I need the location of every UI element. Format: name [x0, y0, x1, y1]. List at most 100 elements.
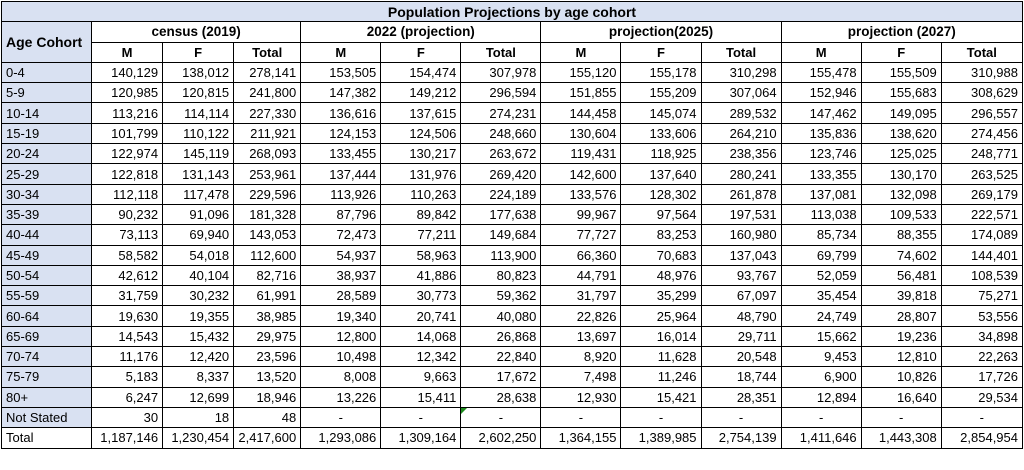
data-cell: 25,964 — [620, 305, 702, 327]
data-cell: 93,767 — [700, 264, 782, 287]
data-cell: 34,898 — [940, 325, 1024, 348]
data-cell: 17,672 — [460, 366, 542, 388]
data-cell: 154,474 — [380, 61, 462, 84]
data-cell: 110,122 — [162, 122, 235, 145]
data-cell: 38,937 — [300, 264, 382, 287]
data-cell: 20,548 — [700, 346, 782, 368]
data-cell: 296,557 — [940, 102, 1024, 124]
data-cell: 12,699 — [162, 386, 235, 408]
data-cell: 19,340 — [300, 305, 382, 327]
data-cell: 19,355 — [162, 305, 235, 327]
total-label: Total — [0, 427, 93, 449]
data-cell: 16,640 — [860, 386, 942, 408]
total-cell: 2,754,139 — [700, 427, 782, 449]
data-cell: 42,612 — [91, 264, 164, 287]
data-cell: 149,212 — [380, 82, 462, 104]
data-cell: 117,478 — [162, 183, 235, 205]
table-row: 65-69 14,543 15,432 29,975 12,800 14,068 26,86… — [0, 325, 1024, 348]
data-cell: 133,576 — [540, 183, 622, 205]
data-cell: 14,068 — [380, 325, 462, 348]
data-cell: 274,231 — [460, 102, 542, 124]
data-cell: 308,629 — [940, 82, 1024, 104]
data-cell: 222,571 — [940, 203, 1024, 226]
data-cell: 30,232 — [162, 285, 235, 307]
total-cell: 1,411,646 — [780, 427, 862, 449]
data-cell: 31,797 — [540, 285, 622, 307]
data-cell: 132,098 — [860, 183, 942, 205]
data-cell: 35,454 — [780, 285, 862, 307]
data-cell: 135,836 — [780, 122, 862, 145]
sub-header: Total — [700, 41, 782, 63]
total-row: Total 1,187,146 1,230,454 2,417,600 1,293,08… — [0, 427, 1024, 449]
data-cell: - — [300, 406, 382, 429]
data-cell: 61,991 — [233, 285, 302, 307]
data-cell: 269,179 — [940, 183, 1024, 205]
data-cell: 74,602 — [860, 244, 942, 266]
table-row: 5-9 120,985 120,815 241,800 147,382 149,212 29… — [0, 82, 1024, 104]
data-cell: 40,104 — [162, 264, 235, 287]
row-label: 20-24 — [0, 143, 93, 165]
data-cell: 137,081 — [780, 183, 862, 205]
data-cell: 22,840 — [460, 346, 542, 368]
data-cell: 144,458 — [540, 102, 622, 124]
table-row: 55-59 31,759 30,232 61,991 28,589 30,773 59,36… — [0, 285, 1024, 307]
data-cell: 120,985 — [91, 82, 164, 104]
data-cell: - — [780, 406, 862, 429]
data-cell: 18,744 — [700, 366, 782, 388]
total-cell: 2,854,954 — [940, 427, 1024, 449]
data-cell: 155,509 — [860, 61, 942, 84]
row-label: 25-29 — [0, 163, 93, 185]
row-label: 60-64 — [0, 305, 93, 327]
data-cell: 99,967 — [540, 203, 622, 226]
row-label: 70-74 — [0, 346, 93, 368]
data-cell: 7,498 — [540, 366, 622, 388]
data-cell: 28,638 — [460, 386, 542, 408]
data-cell: 274,456 — [940, 122, 1024, 145]
data-cell: 16,014 — [620, 325, 702, 348]
data-cell: 66,360 — [540, 244, 622, 266]
row-label: 35-39 — [0, 203, 93, 226]
total-cell: 1,230,454 — [162, 427, 235, 449]
data-cell: 58,963 — [380, 244, 462, 266]
data-cell: 122,818 — [91, 163, 164, 185]
table-row: 75-79 5,183 8,337 13,520 8,008 9,663 17,672 7,4… — [0, 366, 1024, 388]
data-cell: 160,980 — [700, 224, 782, 246]
data-cell: 58,582 — [91, 244, 164, 266]
data-cell: 69,799 — [780, 244, 862, 266]
data-cell: 263,525 — [940, 163, 1024, 185]
data-cell: 75,271 — [940, 285, 1024, 307]
data-cell: 9,663 — [380, 366, 462, 388]
data-cell: 87,796 — [300, 203, 382, 226]
data-cell: 211,921 — [233, 122, 302, 145]
data-cell: 307,064 — [700, 82, 782, 104]
data-cell: - — [860, 406, 942, 429]
data-cell: 101,799 — [91, 122, 164, 145]
group-header: census (2019) — [91, 21, 302, 43]
data-cell: 138,012 — [162, 61, 235, 84]
data-cell: 113,926 — [300, 183, 382, 205]
group-header: projection (2027) — [780, 21, 1024, 43]
data-cell: 80,823 — [460, 264, 542, 287]
data-cell: 69,940 — [162, 224, 235, 246]
data-cell: 19,630 — [91, 305, 164, 327]
data-cell: 177,638 — [460, 203, 542, 226]
row-label: 75-79 — [0, 366, 93, 388]
data-cell: 144,401 — [940, 244, 1024, 266]
group-header: 2022 (projection) — [300, 21, 542, 43]
data-cell: 39,818 — [860, 285, 942, 307]
data-cell: 5,183 — [91, 366, 164, 388]
data-cell: 145,074 — [620, 102, 702, 124]
data-cell: 149,684 — [460, 224, 542, 246]
data-cell: 248,660 — [460, 122, 542, 145]
data-cell: 253,961 — [233, 163, 302, 185]
data-cell: 17,726 — [940, 366, 1024, 388]
data-cell: 12,894 — [780, 386, 862, 408]
total-cell: 1,364,155 — [540, 427, 622, 449]
table-title: Population Projections by age cohort — [1, 0, 1023, 23]
data-cell: 89,842 — [380, 203, 462, 226]
data-cell: 137,444 — [300, 163, 382, 185]
data-cell: 82,716 — [233, 264, 302, 287]
data-cell: 120,815 — [162, 82, 235, 104]
data-cell: 137,640 — [620, 163, 702, 185]
data-cell: 241,800 — [233, 82, 302, 104]
